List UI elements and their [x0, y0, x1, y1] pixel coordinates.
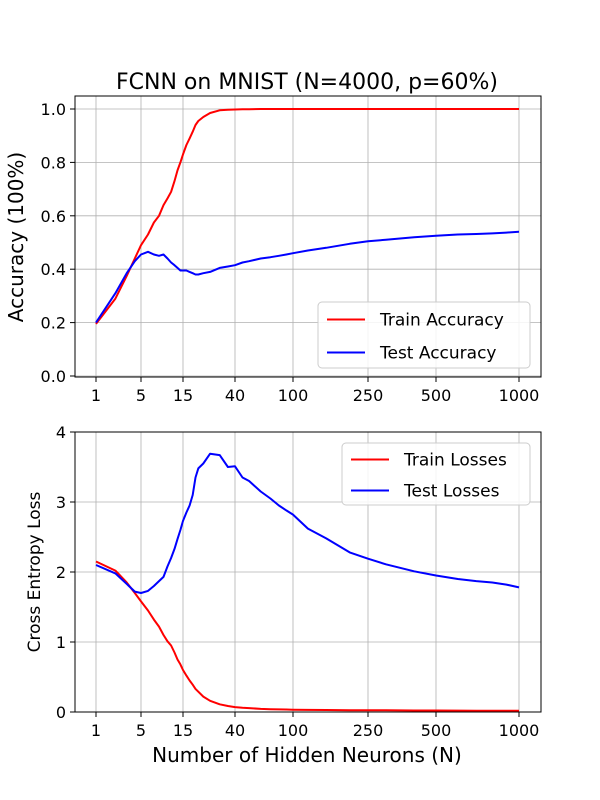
series-line-test-accuracy: [95, 230, 520, 324]
legend: Train Losses Test Losses: [341, 442, 531, 506]
x-tick-label: 5: [136, 721, 146, 740]
y-tick-label: 1.0: [41, 100, 66, 119]
x-tick-label: 100: [278, 386, 309, 405]
y-tick-label: 0.4: [41, 260, 66, 279]
series-line-test-losses: [95, 452, 520, 594]
y-tick-label: 0.6: [41, 207, 66, 226]
x-tick-label: 1: [91, 721, 101, 740]
y-tick-label: 1: [56, 633, 66, 652]
x-tick-label: 1000: [499, 721, 540, 740]
x-tick-label: 100: [278, 721, 309, 740]
y-tick-label: 0.0: [41, 367, 66, 386]
series-line-train-accuracy: [95, 108, 519, 325]
accuracy-plot: 1 5 15 40 100 250 500 10000.00.20.40.60.81.0Acc…: [4, 95, 542, 405]
y-tick-label: 0.2: [41, 314, 66, 333]
x-tick-label: 5: [136, 386, 146, 405]
chart-title: FCNN on MNIST (N=4000, p=60%): [116, 70, 498, 95]
x-tick-label: 1000: [499, 386, 540, 405]
x-tick-label: 15: [173, 386, 193, 405]
legend-label: Train Losses: [403, 451, 507, 471]
x-tick-label: 40: [225, 721, 245, 740]
x-tick-label: 500: [421, 721, 452, 740]
x-tick-label: 15: [173, 721, 193, 740]
x-tick-label: 500: [421, 386, 452, 405]
x-tick-label: 250: [353, 386, 384, 405]
legend-label: Train Accuracy: [379, 311, 504, 331]
y-tick-label: 0: [56, 703, 66, 722]
x-tick-label: 1: [91, 386, 101, 405]
x-tick-label: 40: [225, 386, 245, 405]
y-tick-label: 0.8: [41, 153, 66, 172]
x-axis-label: Number of Hidden Neurons (N): [152, 743, 462, 767]
y-tick-label: 2: [56, 563, 66, 582]
y-axis-label: Cross Entropy Loss: [25, 491, 45, 652]
legend-label: Test Accuracy: [379, 344, 497, 364]
y-tick-label: 3: [56, 493, 66, 512]
y-tick-label: 4: [56, 423, 66, 442]
series-line-train-losses: [95, 560, 520, 712]
axes-frame: [74, 95, 542, 378]
x-tick-label: 250: [353, 721, 384, 740]
legend: Train Accuracy Test Accuracy: [317, 301, 531, 369]
y-axis-label: Accuracy (100%): [4, 152, 28, 322]
legend-box: [317, 301, 531, 369]
legend-label: Test Losses: [403, 482, 500, 502]
